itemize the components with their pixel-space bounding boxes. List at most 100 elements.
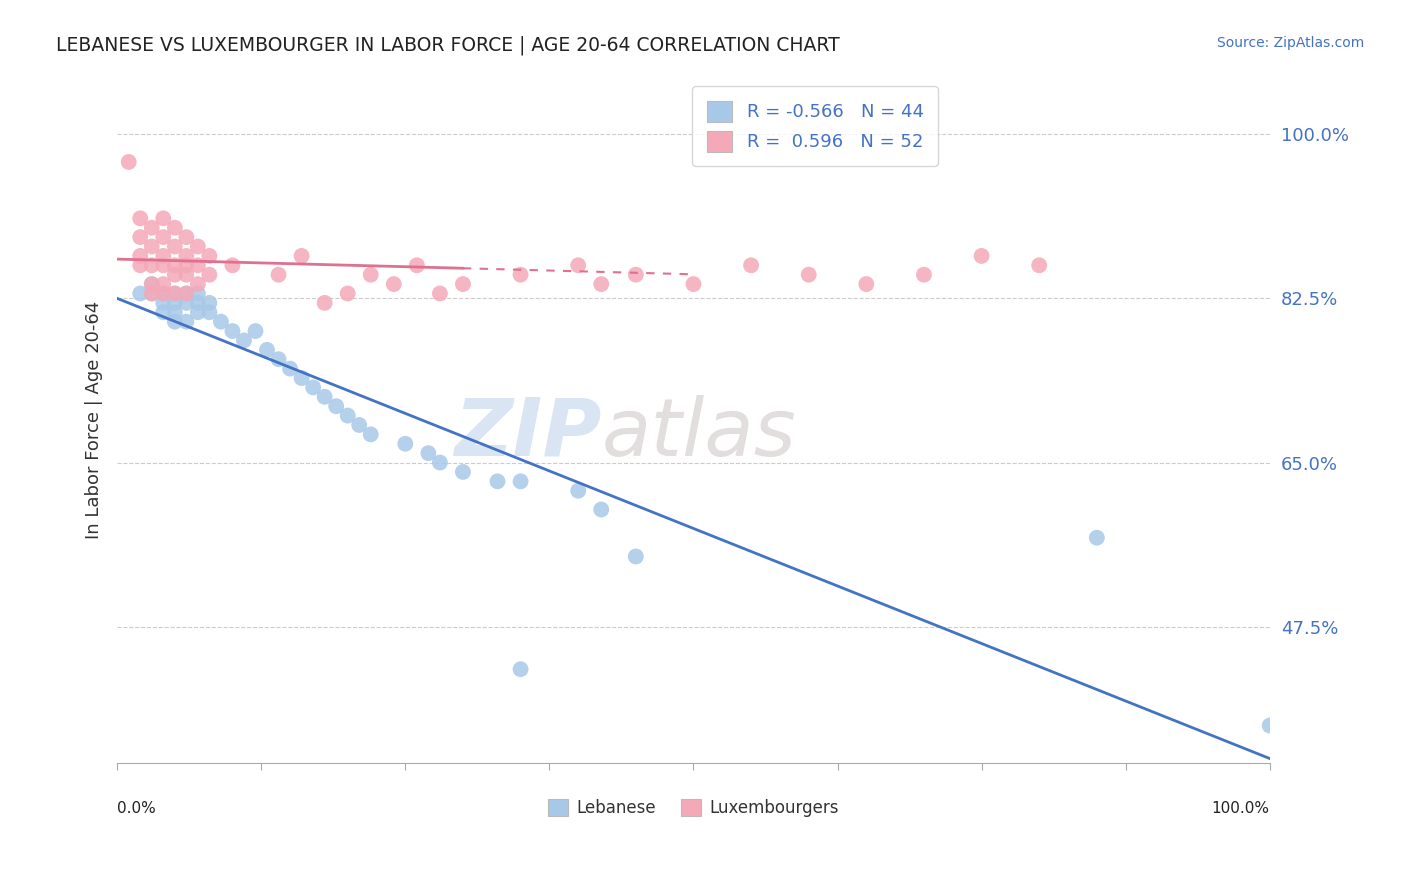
Point <box>152 296 174 310</box>
Point <box>347 417 370 432</box>
Point <box>591 277 613 291</box>
Point <box>314 296 336 310</box>
Point <box>567 258 589 272</box>
Point <box>152 305 174 319</box>
Text: 0.0%: 0.0% <box>117 801 156 816</box>
Point <box>163 239 186 253</box>
Point <box>163 296 186 310</box>
Point <box>267 268 290 282</box>
Point <box>187 239 209 253</box>
Point <box>141 239 163 253</box>
Point <box>451 277 474 291</box>
Point <box>129 258 152 272</box>
Point <box>176 230 198 244</box>
Point <box>141 286 163 301</box>
Text: atlas: atlas <box>602 395 796 473</box>
Point <box>152 258 174 272</box>
Point <box>567 483 589 498</box>
Point <box>141 286 163 301</box>
Point <box>129 249 152 263</box>
Point <box>152 230 174 244</box>
Point <box>163 220 186 235</box>
Point <box>291 371 314 385</box>
Point <box>221 258 243 272</box>
Point <box>176 296 198 310</box>
Point <box>360 268 382 282</box>
Point <box>141 220 163 235</box>
Point <box>176 249 198 263</box>
Point <box>394 436 416 450</box>
Point <box>245 324 267 338</box>
Point <box>152 249 174 263</box>
Point <box>187 305 209 319</box>
Point <box>1085 531 1108 545</box>
Point <box>176 286 198 301</box>
Point <box>429 456 451 470</box>
Point <box>176 315 198 329</box>
Point <box>314 390 336 404</box>
Point <box>1028 258 1050 272</box>
Point <box>163 305 186 319</box>
Point <box>429 286 451 301</box>
Point <box>129 286 152 301</box>
Point <box>129 211 152 226</box>
Point <box>451 465 474 479</box>
Point <box>912 268 935 282</box>
Point <box>152 211 174 226</box>
Point <box>591 502 613 516</box>
Point <box>187 296 209 310</box>
Point <box>325 399 347 413</box>
Point <box>360 427 382 442</box>
Point <box>187 258 209 272</box>
Text: 100.0%: 100.0% <box>1212 801 1270 816</box>
Point <box>176 268 198 282</box>
Point <box>163 286 186 301</box>
Legend: Lebanese, Luxembourgers: Lebanese, Luxembourgers <box>541 792 845 823</box>
Point <box>176 258 198 272</box>
Point <box>302 380 325 394</box>
Point <box>797 268 820 282</box>
Point <box>256 343 278 357</box>
Point <box>970 249 993 263</box>
Point <box>509 475 531 489</box>
Point <box>198 296 221 310</box>
Point <box>291 249 314 263</box>
Point <box>198 268 221 282</box>
Point <box>152 286 174 301</box>
Point <box>141 277 163 291</box>
Point <box>1258 718 1281 732</box>
Point <box>118 155 141 169</box>
Point <box>141 258 163 272</box>
Point <box>336 286 359 301</box>
Text: Source: ZipAtlas.com: Source: ZipAtlas.com <box>1216 36 1364 50</box>
Point <box>382 277 405 291</box>
Point <box>624 549 647 564</box>
Point <box>336 409 359 423</box>
Point <box>509 662 531 676</box>
Point <box>855 277 877 291</box>
Point <box>187 277 209 291</box>
Point <box>509 268 531 282</box>
Point <box>221 324 243 338</box>
Point <box>187 286 209 301</box>
Point <box>740 258 762 272</box>
Point <box>682 277 704 291</box>
Point <box>233 334 256 348</box>
Text: ZIP: ZIP <box>454 395 602 473</box>
Point <box>209 315 232 329</box>
Point <box>141 277 163 291</box>
Point <box>405 258 427 272</box>
Point <box>176 286 198 301</box>
Point <box>152 286 174 301</box>
Y-axis label: In Labor Force | Age 20-64: In Labor Force | Age 20-64 <box>86 301 103 540</box>
Point <box>486 475 509 489</box>
Point <box>163 286 186 301</box>
Point <box>267 352 290 367</box>
Point <box>278 361 301 376</box>
Point <box>163 268 186 282</box>
Point <box>198 305 221 319</box>
Point <box>129 230 152 244</box>
Point <box>163 258 186 272</box>
Point <box>163 315 186 329</box>
Point <box>418 446 440 460</box>
